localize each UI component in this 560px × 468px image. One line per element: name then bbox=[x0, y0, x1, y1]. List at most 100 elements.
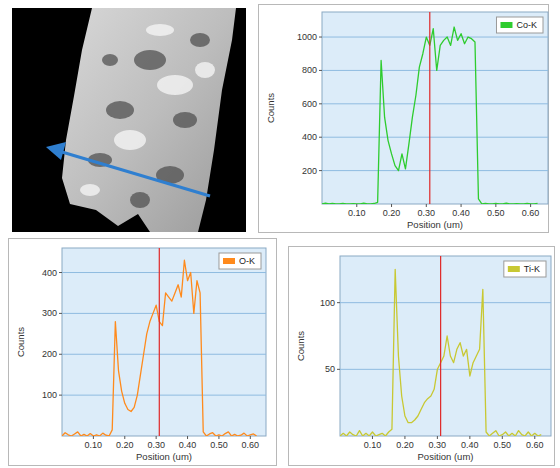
x-tick-label: 0.30 bbox=[418, 208, 436, 218]
y-tick bbox=[59, 313, 62, 314]
chart-panel: 501000.100.200.300.400.500.60Position (u… bbox=[289, 247, 555, 466]
fibre-shadow bbox=[130, 192, 150, 208]
fibre-shadow bbox=[102, 54, 118, 66]
fibre-highlight bbox=[114, 130, 146, 150]
legend: Ti-K bbox=[504, 261, 546, 277]
y-tick-label: 100 bbox=[320, 298, 335, 308]
legend-swatch bbox=[223, 258, 235, 264]
y-tick bbox=[59, 272, 62, 273]
y-tick-label: 1000 bbox=[297, 32, 317, 42]
y-tick-label: 400 bbox=[302, 132, 317, 142]
fibre-highlight bbox=[80, 184, 100, 196]
y-tick bbox=[59, 395, 62, 396]
grid-line bbox=[322, 70, 548, 71]
panel-frame bbox=[259, 5, 549, 233]
data-group bbox=[62, 248, 257, 436]
y-axis-title: Counts bbox=[15, 327, 26, 357]
x-tick-label: 0.40 bbox=[461, 440, 479, 450]
x-tick bbox=[437, 436, 438, 439]
y-tick-label: 100 bbox=[42, 390, 57, 400]
legend-swatch bbox=[500, 22, 512, 28]
position-cursor bbox=[429, 12, 430, 204]
x-tick-label: 0.10 bbox=[348, 208, 366, 218]
x-tick bbox=[156, 436, 157, 439]
scan-arrow-head bbox=[46, 142, 66, 160]
x-tick bbox=[534, 436, 535, 439]
y-tick-label: 200 bbox=[302, 166, 317, 176]
legend-box bbox=[219, 253, 261, 269]
grid-line bbox=[62, 354, 266, 355]
legend-label: Co-K bbox=[516, 20, 537, 30]
fibre-highlight bbox=[157, 75, 193, 95]
y-tick bbox=[59, 354, 62, 355]
plot-area bbox=[322, 12, 548, 204]
plot-area bbox=[62, 248, 266, 436]
legend-label: Ti-K bbox=[524, 264, 540, 274]
legend-swatch bbox=[508, 266, 520, 272]
x-tick bbox=[187, 436, 188, 439]
y-tick-label: 800 bbox=[302, 65, 317, 75]
y-tick-label: 600 bbox=[302, 99, 317, 109]
y-tick bbox=[319, 37, 322, 38]
y-tick bbox=[319, 103, 322, 104]
x-tick-label: 0.10 bbox=[85, 440, 103, 450]
legend-box bbox=[504, 261, 546, 277]
x-tick bbox=[250, 436, 251, 439]
fibre-shadow bbox=[106, 101, 134, 119]
y-tick-label: 200 bbox=[42, 349, 57, 359]
x-axis-title: Position (um) bbox=[136, 451, 192, 462]
x-tick-label: 0.30 bbox=[429, 440, 447, 450]
x-tick-label: 0.60 bbox=[526, 440, 544, 450]
fibre-highlight bbox=[146, 24, 174, 36]
y-tick-label: 300 bbox=[42, 308, 57, 318]
micrograph-bg bbox=[12, 8, 246, 232]
x-tick-label: 0.20 bbox=[396, 440, 414, 450]
page: 200 400 600 800 1000 0.10 0.20 0.30 0.40 0.50 0.60… bbox=[0, 0, 560, 468]
y-tick bbox=[319, 137, 322, 138]
x-tick bbox=[391, 204, 392, 207]
x-tick bbox=[93, 436, 94, 439]
chart-panel: 20040060080010000.100.200.300.400.500.60… bbox=[259, 5, 549, 233]
position-cursor bbox=[159, 248, 160, 436]
grid-line bbox=[322, 103, 548, 104]
grid-line bbox=[62, 395, 266, 396]
x-tick-label: 0.60 bbox=[242, 440, 260, 450]
x-tick-label: 0.40 bbox=[452, 208, 470, 218]
y-tick bbox=[337, 302, 340, 303]
legend: O-K bbox=[219, 253, 261, 269]
x-tick-label: 0.50 bbox=[494, 440, 512, 450]
x-tick bbox=[356, 204, 357, 207]
legend-box bbox=[496, 17, 543, 33]
grid-line bbox=[322, 170, 548, 171]
x-tick bbox=[218, 436, 219, 439]
x-tick bbox=[426, 204, 427, 207]
panel-frame bbox=[9, 239, 277, 466]
x-axis-title: Position (um) bbox=[418, 451, 474, 462]
y-tick bbox=[337, 369, 340, 370]
x-tick-label: 0.40 bbox=[179, 440, 197, 450]
panel-frame bbox=[289, 247, 555, 466]
grid-line bbox=[340, 369, 551, 370]
scan-arrow bbox=[62, 152, 210, 196]
x-tick bbox=[124, 436, 125, 439]
fibre-shadow bbox=[190, 33, 210, 47]
y-tick-label: 400 bbox=[42, 268, 57, 278]
plot-area bbox=[340, 256, 551, 436]
legend: Co-K bbox=[496, 17, 543, 33]
grid-line bbox=[62, 272, 266, 273]
data-group bbox=[322, 12, 538, 204]
fibre-shadow bbox=[134, 50, 166, 70]
x-tick-label: 0.10 bbox=[364, 440, 382, 450]
x-tick bbox=[461, 204, 462, 207]
y-tick bbox=[319, 170, 322, 171]
y-tick bbox=[319, 70, 322, 71]
x-axis-title: Position (um) bbox=[407, 219, 463, 230]
chart-panel: 1002003004000.100.200.300.400.500.60Posi… bbox=[9, 239, 277, 466]
grid-line bbox=[322, 137, 548, 138]
position-cursor bbox=[440, 256, 441, 436]
x-tick bbox=[372, 436, 373, 439]
micrograph bbox=[12, 8, 246, 232]
x-tick bbox=[502, 436, 503, 439]
legend-label: O-K bbox=[239, 256, 255, 266]
x-tick-label: 0.20 bbox=[116, 440, 134, 450]
